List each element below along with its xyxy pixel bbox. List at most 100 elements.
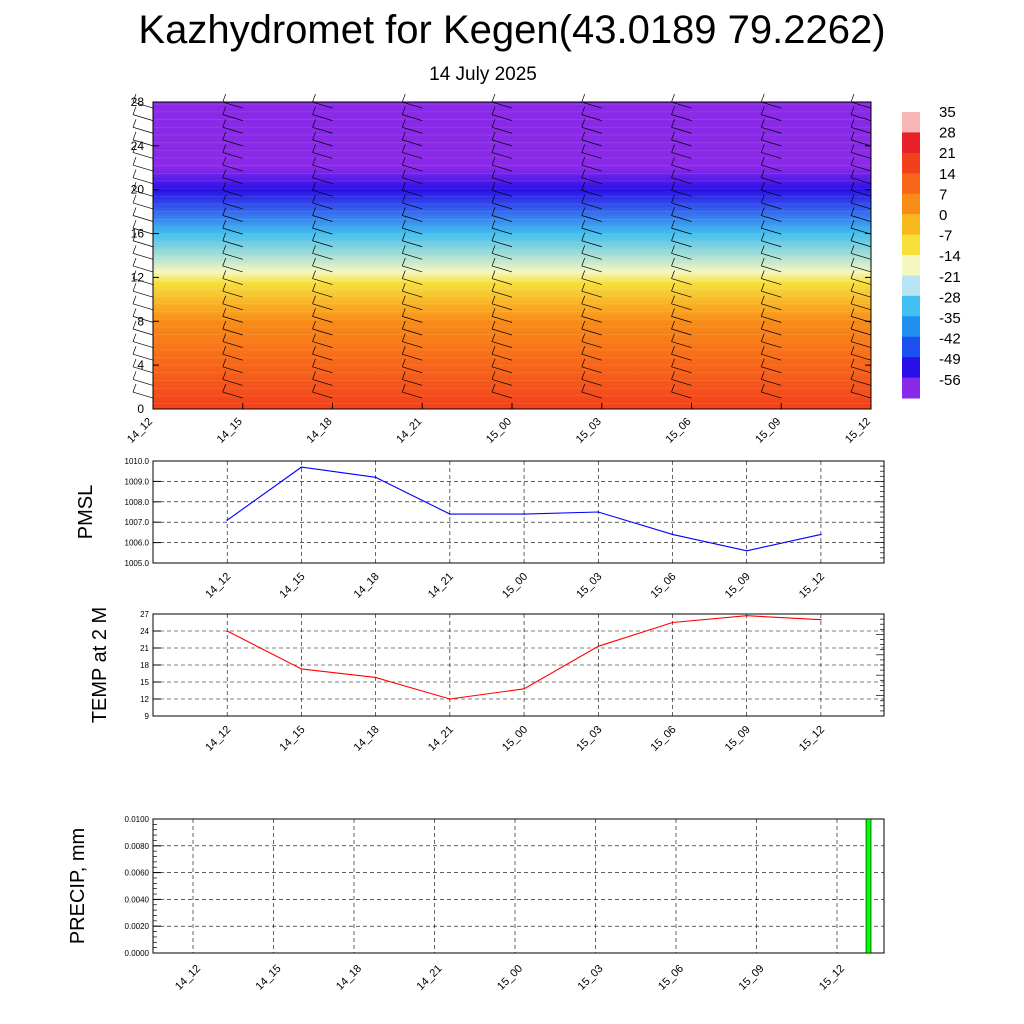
colorbar-swatch <box>902 173 920 195</box>
precip-bar <box>865 818 872 954</box>
colorbar-label: -21 <box>939 269 961 286</box>
wind-barb <box>491 232 513 248</box>
wind-barb <box>581 257 602 273</box>
colorbar-swatch <box>902 336 920 358</box>
wind-barb <box>760 144 782 159</box>
wind-barb <box>132 333 154 348</box>
data-point <box>671 621 674 624</box>
wind-barb <box>491 358 513 374</box>
wind-barb <box>491 308 513 323</box>
colorbar-label: -28 <box>939 289 961 306</box>
colorbar-label: -14 <box>939 248 961 265</box>
x-tick-label: 14_21 <box>426 571 456 601</box>
wind-barb <box>132 346 154 361</box>
colorbar-swatch <box>902 234 920 256</box>
wind-barb <box>401 257 423 273</box>
x-tick-label: 15_00 <box>484 416 514 446</box>
wind-barb <box>222 119 243 134</box>
data-point <box>449 698 451 700</box>
colorbar-label: -35 <box>939 310 961 327</box>
y-tick-label: 0.0000 <box>125 949 150 958</box>
wind-barb <box>312 119 333 134</box>
data-point <box>745 614 748 617</box>
y-tick-label: 0.0080 <box>125 842 150 851</box>
colorbar-label: 28 <box>939 125 956 142</box>
wind-barb <box>581 371 602 386</box>
wind-barb <box>671 119 692 134</box>
colorbar-swatch <box>902 295 920 317</box>
wind-barb <box>312 257 333 273</box>
y-tick-label: 20 <box>131 183 145 197</box>
wind-barb <box>671 295 692 311</box>
wind-barb <box>222 320 243 336</box>
wind-barb <box>222 169 243 185</box>
y-tick-label: 0.0100 <box>125 815 150 824</box>
colorbar-swatch <box>902 193 920 215</box>
wind-barb <box>491 283 513 298</box>
temperature-field <box>153 102 871 409</box>
wind-barb <box>581 320 602 336</box>
data-point <box>523 688 525 690</box>
x-tick-label: 15_00 <box>500 724 530 754</box>
wind-barb <box>581 194 602 210</box>
wind-barb <box>850 182 872 197</box>
x-tick-label: 15_00 <box>500 571 530 601</box>
wind-barb <box>760 219 782 235</box>
wind-barb <box>850 131 872 147</box>
wind-barb <box>671 358 692 374</box>
wind-barb <box>850 93 872 109</box>
wind-barb <box>401 358 423 374</box>
y-tick-label: 9 <box>145 712 150 721</box>
wind-barb <box>850 194 872 210</box>
wind-barb <box>760 270 782 285</box>
wind-barb <box>671 106 692 121</box>
data-point <box>820 533 822 536</box>
wind-barb <box>760 283 782 298</box>
colorbar-swatch <box>902 255 920 276</box>
data-point <box>449 513 451 515</box>
wind-barb <box>760 308 782 323</box>
wind-barb <box>401 245 423 260</box>
colorbar-label: -49 <box>939 351 961 368</box>
wind-barb <box>401 308 423 323</box>
wind-barb <box>760 194 782 210</box>
wind-barb <box>491 219 513 235</box>
wind-barb <box>850 333 872 348</box>
x-tick-label: 15_12 <box>817 963 847 993</box>
wind-barb <box>401 320 423 336</box>
wind-barb <box>401 232 423 248</box>
wind-barb <box>222 207 243 222</box>
x-tick-label: 14_15 <box>254 963 284 993</box>
colorbar-label: 35 <box>939 104 956 121</box>
x-tick-label: 14_18 <box>352 571 382 601</box>
wind-barb <box>312 182 333 197</box>
wind-barb <box>401 333 423 348</box>
y-tick-label: 1007.0 <box>125 518 150 527</box>
wind-barb <box>760 333 782 348</box>
wind-barb <box>760 119 782 134</box>
wind-barb <box>581 232 602 248</box>
x-tick-label: 15_03 <box>574 724 604 754</box>
wind-barb <box>132 144 154 159</box>
wind-barb <box>132 245 154 260</box>
wind-barb <box>491 131 513 147</box>
wind-barb <box>760 169 782 185</box>
colorbar-swatch <box>902 112 920 133</box>
wind-barb <box>132 270 154 285</box>
wind-barb <box>491 207 513 222</box>
y-tick-label: 16 <box>131 227 145 241</box>
y-tick-label: 27 <box>140 610 149 619</box>
wind-barb <box>581 219 602 235</box>
wind-barb <box>222 93 243 109</box>
wind-barb <box>491 257 513 273</box>
wind-barb <box>222 245 243 260</box>
y-tick-label: 12 <box>131 270 145 284</box>
x-tick-label: 14_15 <box>277 571 307 601</box>
wind-barb <box>671 156 692 172</box>
y-tick-label: 21 <box>140 644 149 653</box>
wind-barb <box>132 106 154 121</box>
wind-barb <box>401 295 423 311</box>
wind-barb <box>491 270 513 285</box>
